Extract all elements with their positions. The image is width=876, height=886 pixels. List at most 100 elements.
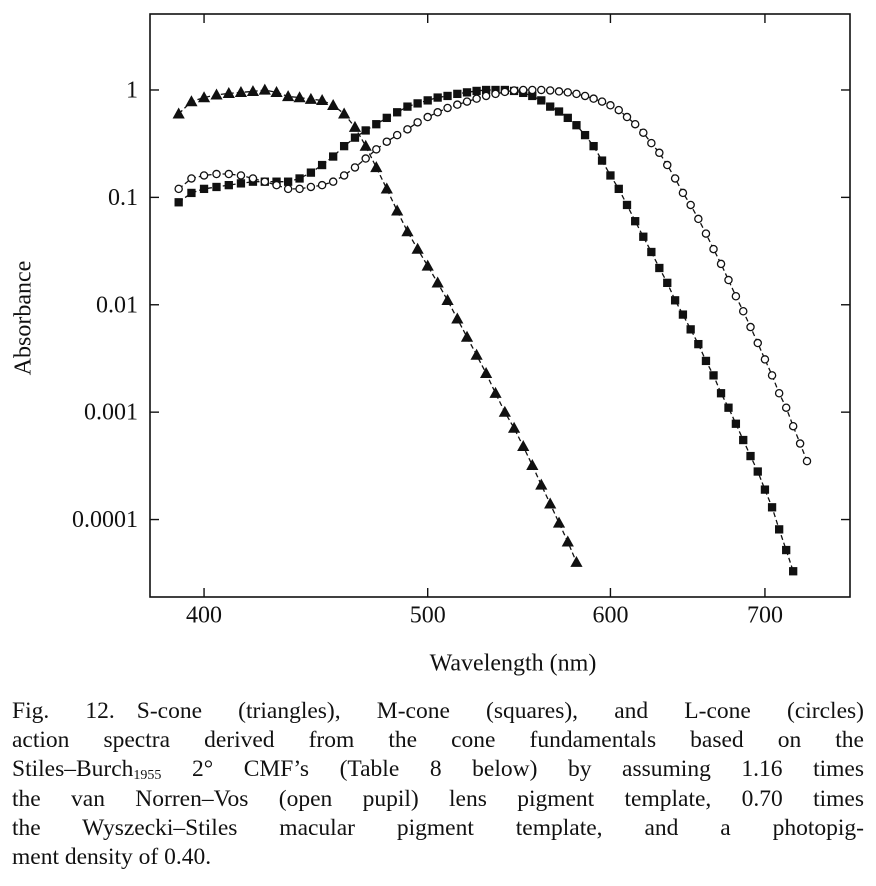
square-marker [283,177,293,186]
y-tick-label: 0.0001 [72,507,138,533]
circle-marker [788,421,798,431]
triangle-marker [544,497,557,509]
circle-marker [767,371,777,380]
square-marker [606,171,615,180]
square-marker [572,121,581,130]
square-marker [724,403,733,412]
triangle-marker [234,86,248,98]
caption-text: 2° CMF’s (Table 8 below) by assuming 1.1… [161,756,864,783]
triangle-marker [441,293,454,305]
series-line [178,89,808,462]
circle-marker [795,439,805,448]
circle-marker [738,307,748,316]
circle-marker [382,137,392,146]
triangle-marker [197,91,211,103]
circle-marker [500,87,510,97]
y-axis-label: Absorbance [11,261,37,376]
triangle-marker [172,107,185,119]
square-marker [589,141,598,151]
circle-marker [248,174,258,183]
y-tick-label: 0.1 [108,185,138,211]
circle-marker [678,188,688,198]
circle-marker [423,112,432,122]
square-marker [236,179,246,188]
circle-marker [295,184,304,194]
square-marker [361,126,370,135]
triangle-marker [421,259,434,271]
square-marker [350,133,360,142]
circle-marker [622,112,632,122]
circle-marker [545,86,555,95]
triangle-marker [451,312,464,324]
circle-marker [306,182,316,192]
square-marker [433,93,442,102]
triangle-marker [293,91,306,103]
x-tick-label: 700 [747,603,783,629]
circle-marker [724,275,733,285]
circle-marker [361,154,370,163]
triangle-marker [507,421,521,433]
square-marker [739,435,748,445]
square-marker [174,198,183,207]
caption-text: ment density of 0.40. [12,844,212,871]
caption-line: the Wyszecki–Stiles macular pigment temp… [12,814,864,843]
triangle-marker [348,120,362,132]
square-marker [443,91,452,101]
chart: Wavelength (nm) Absorbance 1 0.1 0.01 0.001… [11,13,851,677]
triangle-marker [270,86,283,98]
square-marker [631,217,640,226]
triangle-marker [370,161,383,173]
circle-marker [339,171,349,180]
square-marker [789,567,798,576]
square-marker [614,184,623,194]
circle-marker [655,148,664,158]
circle-marker [491,89,500,99]
square-marker [753,467,762,476]
circle-marker [781,403,791,412]
triangle-marker [498,405,511,417]
circle-marker [174,184,183,194]
circle-marker [663,160,672,170]
circle-marker [614,105,624,115]
circle-marker [372,145,381,154]
square-marker [403,102,412,111]
triangle-marker [185,95,198,107]
square-marker [782,545,791,555]
square-marker [709,371,718,380]
circle-marker [212,169,221,179]
circle-marker [453,100,462,109]
square-marker [423,96,432,105]
triangle-marker [338,107,351,119]
square-marker [382,113,391,123]
triangle-marker [552,516,566,528]
circle-marker [753,338,763,348]
triangle-marker [460,330,474,342]
circle-marker [774,388,784,398]
triangle-marker [391,204,404,216]
caption-line: Stiles–Burch1955 2° CMF’s (Table 8 below… [12,755,864,784]
circle-marker [589,94,598,103]
circle-marker [563,88,573,97]
circle-marker [694,214,703,224]
circle-marker [709,244,718,254]
caption: Fig. 12. S-cone (triangles), M-cone (squa… [12,697,864,872]
triangle-marker [489,386,502,398]
square-marker [670,296,680,305]
square-marker [372,120,381,129]
triangle-marker [479,366,493,378]
circle-marker [272,180,281,190]
square-marker [767,503,777,512]
circle-marker [236,171,246,180]
square-marker [655,263,664,273]
square-marker [306,168,316,177]
circle-marker [472,94,481,103]
circle-marker [199,171,209,180]
y-tick-label: 0.001 [84,400,138,426]
circle-marker [580,91,590,101]
square-marker [187,188,196,198]
circle-marker [481,91,491,101]
triangle-marker [222,87,235,99]
triangle-marker [535,478,548,490]
circle-marker [283,184,293,194]
